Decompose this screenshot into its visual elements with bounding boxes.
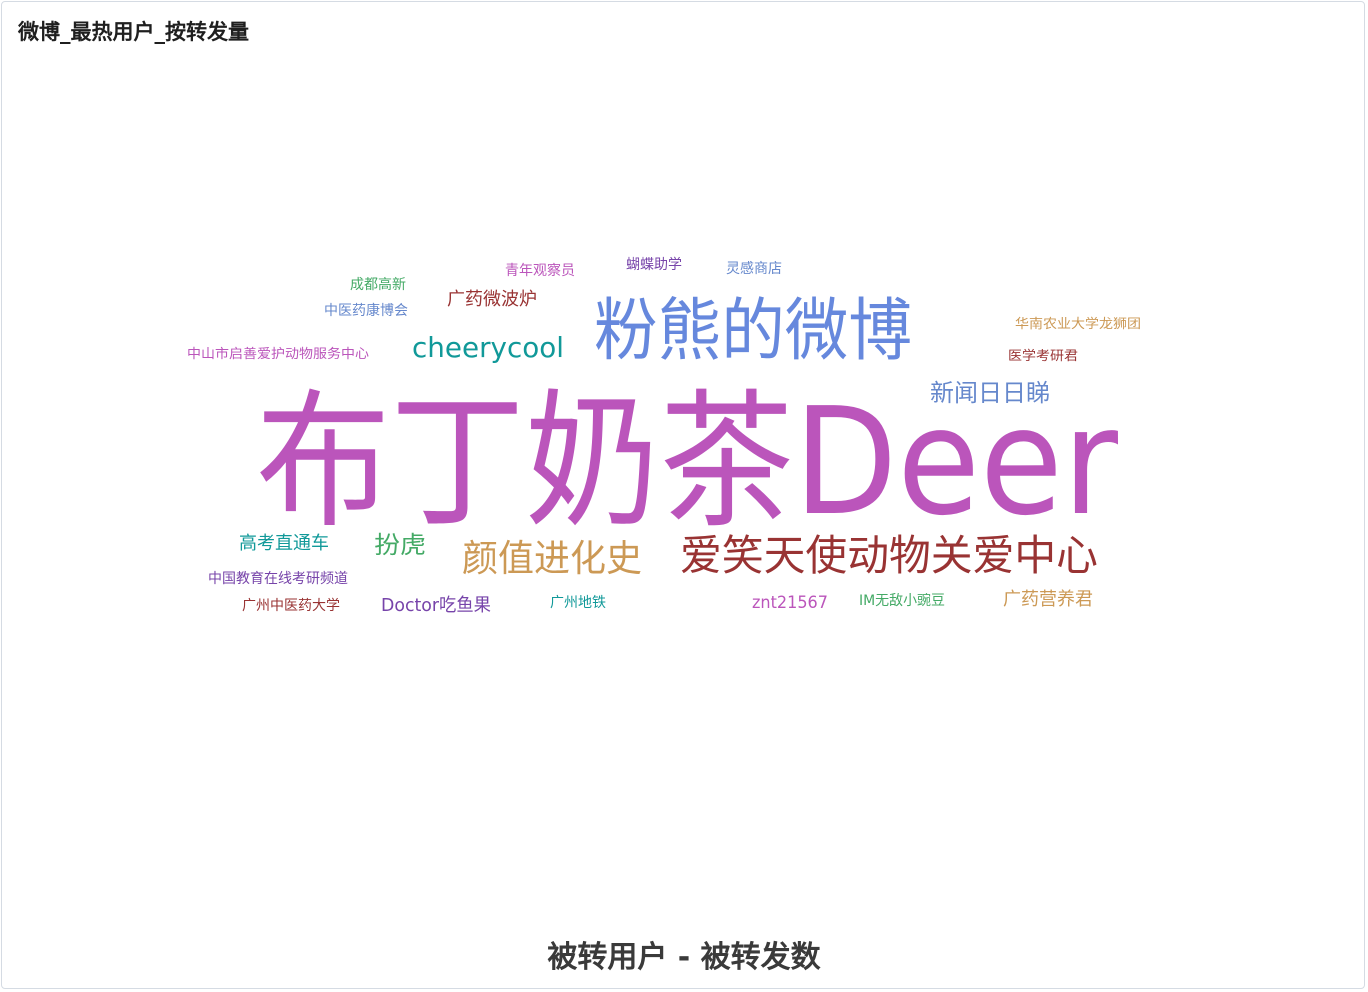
word-cloud-term: 广州中医药大学 [242,598,340,614]
word-cloud-term: 广药营养君 [1003,589,1093,610]
word-cloud-term: cheerycool [412,331,564,364]
word-cloud-term: IM无敌小豌豆 [859,593,945,609]
word-cloud-term: 高考直通车 [239,533,329,554]
word-cloud-term: 爱笑天使动物关爱中心 [680,531,1098,580]
word-cloud-term: 广州地铁 [550,595,606,611]
word-cloud-term: znt21567 [752,593,828,613]
word-cloud-term: 华南农业大学龙狮团 [1015,317,1141,332]
word-cloud-term: 新闻日日睇 [930,379,1050,407]
word-cloud-term: 医学考研君 [1008,349,1078,364]
word-cloud-term: 布丁奶茶Deer [256,376,1118,548]
chart-title: 被转用户 - 被转发数 [547,940,821,975]
word-cloud-term: 中国教育在线考研频道 [208,571,348,587]
word-cloud-term: Doctor吃鱼果 [381,595,491,616]
word-cloud-term: 成都高新 [350,277,406,293]
panel-title: 微博_最热用户_按转发量 [18,20,249,44]
word-cloud-term: 蝴蝶助学 [626,257,682,273]
word-cloud-term: 青年观察员 [505,263,575,279]
word-cloud-term: 粉熊的微博 [594,292,912,371]
word-cloud-term: 扮虎 [374,531,426,559]
word-cloud-term: 灵感商店 [726,261,782,277]
word-cloud-term: 中山市启善爱护动物服务中心 [187,347,369,362]
word-cloud-term: 广药微波炉 [447,289,537,310]
word-cloud-term: 中医药康博会 [324,303,408,319]
word-cloud-term: 颜值进化史 [462,537,642,580]
